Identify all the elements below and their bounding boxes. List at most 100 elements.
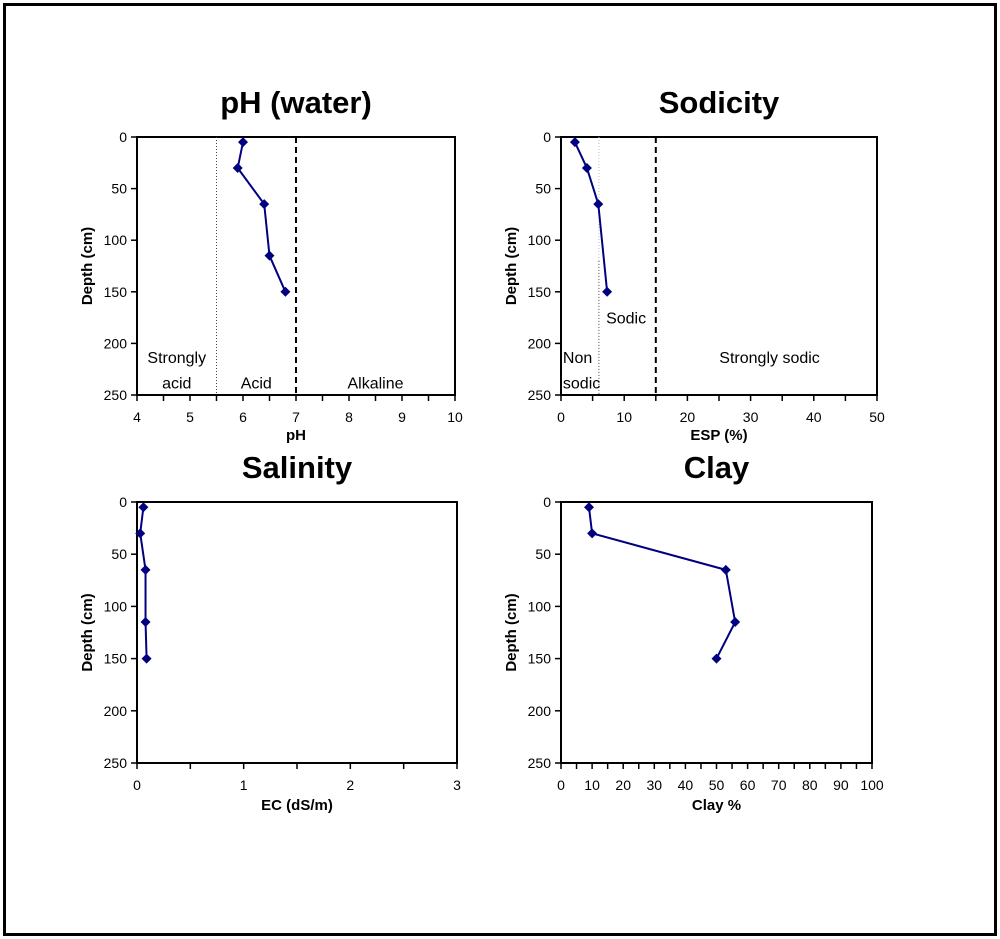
x-axis-label: ESP (%): [690, 427, 747, 444]
plot-area: [136, 501, 458, 764]
data-point-marker: [135, 528, 146, 539]
y-tick-label: 150: [104, 284, 128, 300]
zone-label: Alkaline: [347, 376, 403, 393]
y-axis-label: Depth (cm): [79, 593, 96, 671]
zone-label: sodic: [563, 376, 600, 393]
x-tick-label: 10: [584, 777, 600, 793]
y-tick-label: 0: [543, 494, 551, 510]
x-tick-label: 30: [743, 409, 759, 425]
y-tick-label: 50: [111, 181, 127, 197]
x-tick-label: 4: [133, 409, 141, 425]
data-point-marker: [593, 199, 604, 210]
x-tick-label: 60: [740, 777, 756, 793]
x-tick-label: 80: [802, 777, 818, 793]
y-tick-label: 200: [528, 703, 552, 719]
y-tick-label: 100: [528, 232, 552, 248]
data-point-marker: [587, 528, 598, 539]
x-axis-label: Clay %: [692, 797, 741, 814]
data-point-marker: [232, 162, 243, 173]
chart-title: Sodicity: [659, 85, 780, 120]
y-tick-label: 250: [104, 755, 128, 771]
x-tick-label: 2: [346, 777, 354, 793]
y-tick-label: 200: [528, 335, 552, 351]
data-point-marker: [259, 199, 270, 210]
chart-title: Salinity: [242, 450, 353, 485]
x-tick-label: 50: [869, 409, 885, 425]
data-point-marker: [720, 564, 731, 575]
x-tick-label: 6: [239, 409, 247, 425]
y-tick-label: 150: [528, 284, 552, 300]
x-tick-label: 3: [453, 777, 461, 793]
data-point-marker: [581, 162, 592, 173]
x-tick-label: 5: [186, 409, 194, 425]
x-tick-label: 30: [647, 777, 663, 793]
y-axis-label: Depth (cm): [79, 227, 96, 305]
y-tick-label: 50: [535, 181, 551, 197]
x-tick-label: 40: [678, 777, 694, 793]
data-point-marker: [569, 137, 580, 148]
x-tick-label: 8: [345, 409, 353, 425]
zone-label: acid: [162, 376, 191, 393]
x-tick-label: 20: [615, 777, 631, 793]
y-axis-label: Depth (cm): [503, 227, 520, 305]
zone-label: Strongly sodic: [719, 350, 820, 367]
data-point-marker: [280, 286, 291, 297]
y-tick-label: 100: [104, 232, 128, 248]
plot-area: [560, 501, 873, 764]
y-tick-label: 0: [119, 494, 127, 510]
plot-area: [560, 136, 878, 396]
y-tick-label: 250: [528, 755, 552, 771]
data-point-marker: [711, 653, 722, 664]
series-line: [573, 141, 609, 292]
data-point-marker: [264, 250, 275, 261]
x-tick-label: 40: [806, 409, 822, 425]
data-point-marker: [602, 286, 613, 297]
zone-label: Non: [563, 350, 592, 367]
data-point-marker: [141, 653, 152, 664]
y-tick-label: 250: [104, 387, 128, 403]
x-tick-label: 0: [133, 777, 141, 793]
y-tick-label: 50: [111, 546, 127, 562]
chart-title: Clay: [684, 450, 750, 485]
y-tick-label: 250: [528, 387, 552, 403]
y-tick-label: 0: [119, 129, 127, 145]
clay-chart: Clay 0 50 100 150 200 250 0 10 20 30 40 50 60 70 80 90 10…: [503, 450, 884, 814]
x-tick-label: 20: [680, 409, 696, 425]
y-tick-label: 100: [104, 598, 128, 614]
y-tick-label: 100: [528, 598, 552, 614]
salinity-chart: Salinity 0 50 100 150 200 250 0 1 2 3 EC (dS/m) Dept…: [79, 450, 461, 814]
chart-title: pH (water): [220, 85, 372, 120]
x-tick-label: 50: [709, 777, 725, 793]
zone-label: Strongly: [147, 350, 206, 367]
sodicity-chart: Sodicity 0 50 100 150 200 250 0 10 20 30 40 50 ESP (%…: [503, 85, 885, 444]
x-tick-label: 0: [557, 409, 565, 425]
data-point-marker: [140, 564, 151, 575]
y-tick-label: 0: [543, 129, 551, 145]
x-tick-label: 0: [557, 777, 565, 793]
data-point-marker: [138, 502, 149, 513]
figure-frame: [3, 3, 997, 936]
x-tick-label: 10: [447, 409, 463, 425]
x-tick-label: 70: [771, 777, 787, 793]
data-point-marker: [140, 617, 151, 628]
zone-label: Sodic: [606, 311, 646, 328]
x-tick-label: 10: [616, 409, 632, 425]
x-axis-label: EC (dS/m): [261, 797, 333, 814]
x-tick-label: 90: [833, 777, 849, 793]
ph-chart: pH (water) 0 50 100 150 200 250 4 5 6 7 8 9 10 pH Depth…: [79, 85, 463, 444]
x-tick-label: 9: [398, 409, 406, 425]
data-point-marker: [730, 617, 741, 628]
y-axis-label: Depth (cm): [503, 593, 520, 671]
x-tick-label: 7: [292, 409, 300, 425]
zone-label: Acid: [241, 376, 272, 393]
x-tick-label: 1: [240, 777, 248, 793]
x-tick-label: 100: [860, 777, 884, 793]
y-tick-label: 50: [535, 546, 551, 562]
y-tick-label: 150: [104, 651, 128, 667]
y-tick-label: 150: [528, 651, 552, 667]
data-point-marker: [238, 137, 248, 148]
y-tick-label: 200: [104, 335, 128, 351]
x-axis-label: pH: [286, 427, 306, 444]
data-point-marker: [583, 502, 594, 513]
